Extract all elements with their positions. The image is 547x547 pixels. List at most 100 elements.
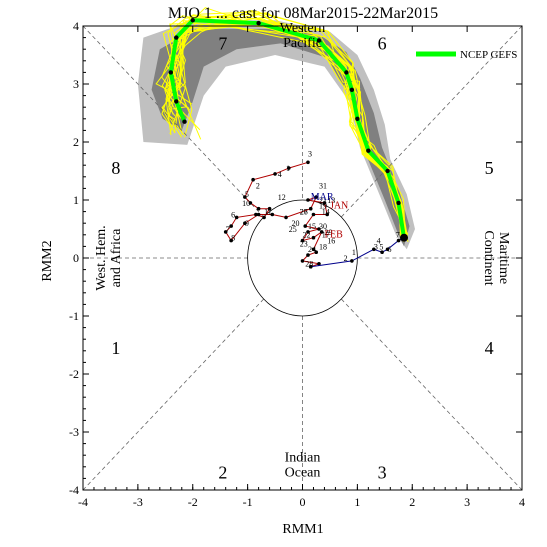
region-label-line: West. Hem. [94,225,109,290]
month-label: JAN [330,201,348,212]
observed_mar-point [380,250,384,254]
mean-point [366,148,371,153]
y-tick-label: -3 [69,425,79,439]
observed_feb-point [229,238,233,243]
month-label: FEB [324,230,343,241]
observed_feb-point [273,172,277,176]
day-label: 1 [352,248,356,257]
phase-label: 8 [111,158,120,178]
mean-point [385,168,390,174]
day-label: 20 [292,219,300,228]
phase-label: 7 [218,33,227,53]
observed_feb-point [322,201,327,205]
observed_mar-point [372,247,376,252]
mean-point [174,99,179,104]
observed_feb-point [317,262,321,266]
dashed-diagonal-line [341,25,523,218]
day-label: 4 [278,170,282,179]
day-label: 3 [308,150,312,159]
observed_feb-point [262,215,266,220]
observed_feb-point [317,227,321,231]
mean-point [396,200,401,206]
day-label: 7 [226,225,230,234]
chart-title: MJO 1 ... cast for 08Mar2015-22Mar2015 [168,5,438,22]
y-tick-label: -2 [69,367,79,381]
day-label: 27 [300,208,308,217]
day-label: 22 [303,231,311,240]
day-label: 3 [374,242,378,251]
mean-point [168,70,173,75]
mean-line [168,18,406,239]
x-axis-label: RMM1 [282,522,323,537]
day-label: 12 [278,193,286,202]
observed_feb-point [267,206,272,211]
day-label: 11 [264,208,272,217]
month-label: MAR [311,192,334,203]
day-label: 5 [245,190,249,199]
y-tick-label: 2 [73,135,79,149]
observed_feb-point [229,224,233,228]
region-label-line: Ocean [285,465,321,480]
region-label-line: Maritime [496,232,511,284]
region-label-line: Pacific [283,36,322,51]
phase-label: 1 [111,338,120,358]
observed_feb-point [311,235,316,240]
day-label: 10 [242,199,250,208]
x-tick-label: -4 [78,495,88,509]
y-tick-label: -4 [69,483,79,497]
day-label: 24 [308,245,316,254]
x-tick-label: 1 [354,495,360,509]
phase-label: 5 [485,158,494,178]
observed_mar-point [350,259,354,263]
region-label-line: and Africa [109,228,124,287]
x-tick-label: 2 [409,495,415,509]
x-tick-label: -3 [133,495,143,509]
x-tick-label: 0 [300,495,306,509]
observed_feb-point [243,221,247,225]
day-label: 15 [308,222,316,231]
series-layer [168,18,409,269]
mean-point [174,35,179,40]
day-label: 9 [245,219,249,228]
y-tick-label: 0 [73,251,79,265]
observed_feb-point [251,177,255,182]
region-label-line: Continent [481,230,496,285]
day-label: 5 [379,242,383,251]
mean-point [344,70,349,75]
day-label: 28 [305,260,313,269]
y-tick-label: 4 [73,19,79,33]
day-label: 31 [319,181,327,190]
observed_feb-point [223,230,228,234]
day-label: 19 [319,202,327,211]
mean-point [316,38,322,43]
observed_feb-point [306,160,310,165]
day-label: 8 [231,234,235,243]
day-label: 26 [300,208,308,217]
day-label: 29 [324,228,332,237]
y-tick-label: 3 [73,77,79,91]
current-point-marker [400,233,409,242]
day-label: 21 [319,196,327,205]
observed_feb-point [300,238,305,243]
observed_feb-point [270,212,275,217]
mean-point [355,116,360,122]
observed_feb-point [234,215,239,220]
mean-point [190,18,195,23]
grid-layer [82,25,523,491]
dashed-diagonal-line [341,298,523,491]
x-tick-label: -1 [243,495,253,509]
observed_feb-point [303,224,308,228]
observed_feb-point [319,230,324,234]
day-label: 1 [286,164,290,173]
day-label: 18 [319,242,327,251]
y-axis-label: RMM2 [40,240,55,281]
mean-point [349,87,355,93]
observed_feb-point [286,166,291,170]
observed_mar-point [308,264,313,269]
day-label: 14 [322,208,330,217]
observed_feb-point [325,212,329,217]
